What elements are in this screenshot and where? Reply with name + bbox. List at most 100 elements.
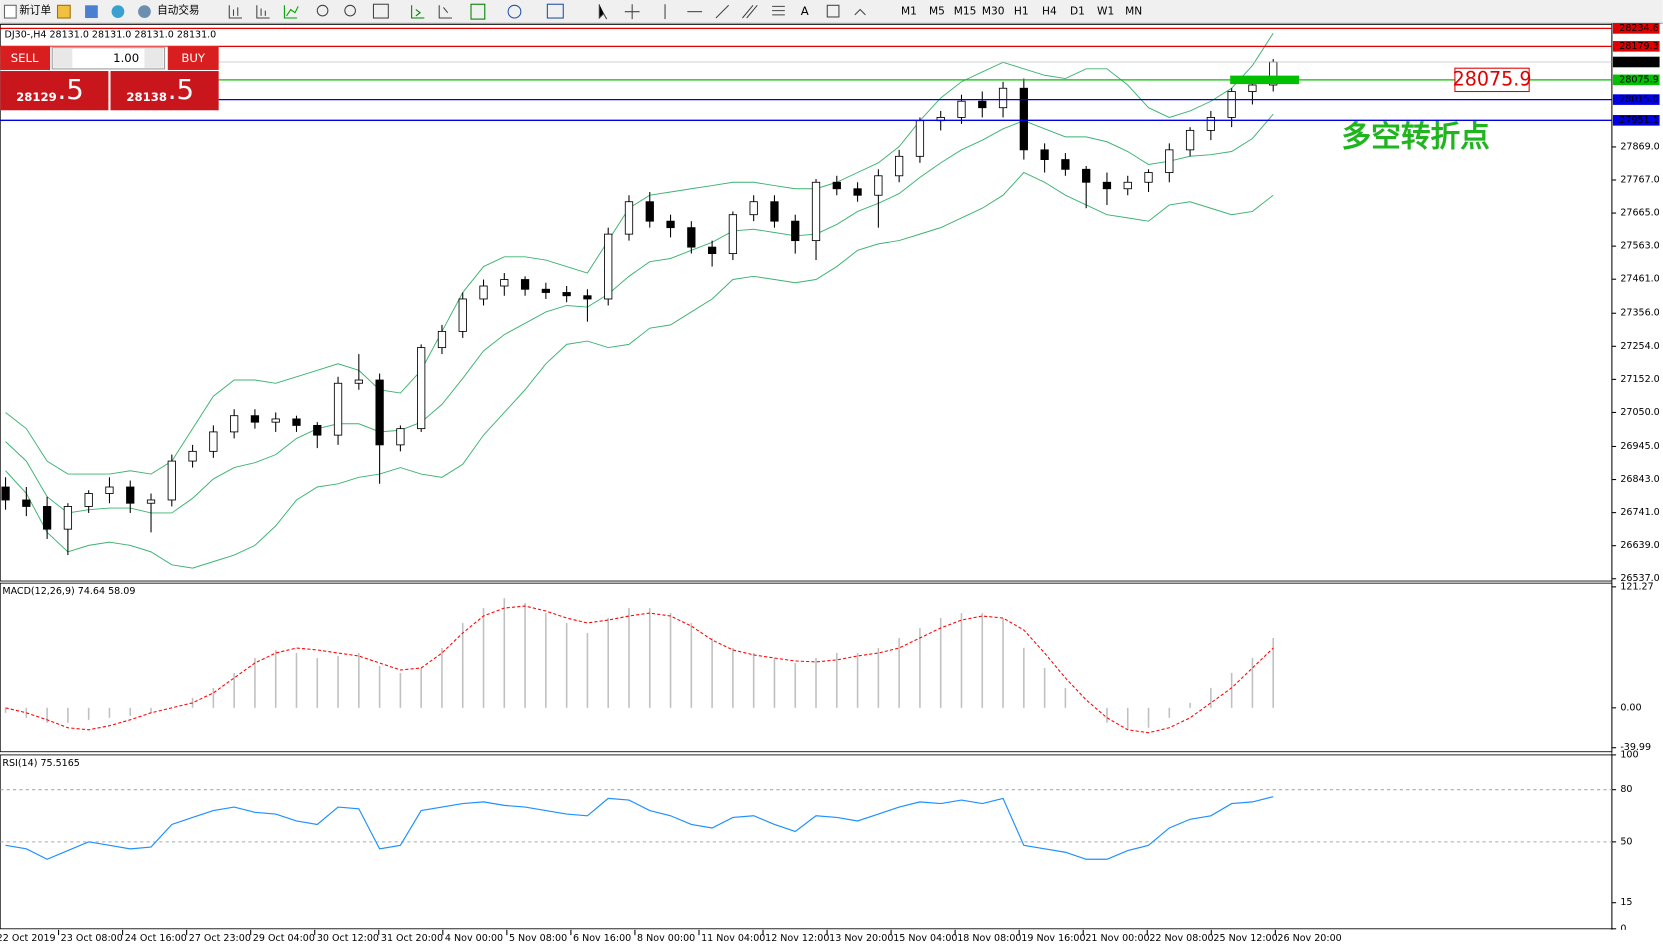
trendline-tool[interactable]: [715, 4, 730, 19]
toolbar: [0, 0, 1663, 24]
cursor-tool[interactable]: [598, 4, 608, 20]
y-tick-label: 26741.0: [1620, 507, 1659, 518]
candle-body: [1206, 117, 1215, 131]
candle-body: [42, 506, 52, 530]
candle-body: [1019, 87, 1028, 151]
candle-body: [728, 214, 738, 255]
candle-body: [63, 506, 73, 530]
icon[interactable]: [56, 4, 71, 19]
x-tick-label: 29 Oct 04:00: [253, 933, 315, 944]
candle-body: [853, 188, 862, 196]
macd-pane: [0, 582, 1613, 753]
ask-box[interactable]: [110, 71, 219, 111]
candle-body: [333, 382, 343, 436]
icon[interactable]: [283, 5, 299, 19]
rsi-title: RSI(14) 75.5165: [2, 758, 80, 769]
bid-box[interactable]: [0, 71, 109, 111]
main-pane: [0, 23, 1613, 582]
timeframe-button[interactable]: H4: [1042, 6, 1057, 18]
icon[interactable]: [438, 5, 452, 19]
buy-label[interactable]: BUY: [181, 51, 206, 65]
x-tick-label: 13 Nov 20:00: [829, 933, 893, 944]
fibo-tool[interactable]: [772, 5, 785, 16]
crosshair-tool[interactable]: [624, 4, 640, 20]
candle-body: [126, 486, 135, 504]
icon[interactable]: [507, 4, 522, 19]
volume-down[interactable]: [53, 48, 73, 68]
y-tick-label: 27767.0: [1620, 174, 1659, 185]
y-tick-label: 27152.0: [1620, 374, 1659, 385]
candle-body: [895, 155, 904, 177]
icon[interactable]: [344, 4, 356, 17]
timeframe-button[interactable]: M1: [901, 6, 917, 18]
icon[interactable]: [316, 4, 329, 17]
y-tick-label: 0.00: [1620, 702, 1641, 713]
candle-body: [1061, 159, 1070, 170]
x-tick-label: 11 Nov 04:00: [701, 933, 765, 944]
icon[interactable]: [85, 5, 98, 19]
candle-body: [666, 220, 675, 229]
bid-price[interactable]: 28129: [16, 90, 57, 104]
timeframe-button[interactable]: H1: [1014, 6, 1029, 18]
timeframe-bar: M1 M5 M15 M30 H1 H4 D1 W1 MN: [901, 6, 1142, 18]
level-marker: [1230, 75, 1300, 85]
new-order-button[interactable]: 新订单: [19, 4, 51, 17]
candle-body: [1227, 91, 1236, 118]
timeframe-button[interactable]: M15: [954, 6, 977, 18]
arrow-tool[interactable]: [854, 8, 866, 16]
volume-value[interactable]: 1.00: [113, 51, 139, 65]
timeframe-button[interactable]: MN: [1125, 6, 1142, 18]
new-order-icon[interactable]: [3, 4, 17, 19]
time-axis-labels: 22 Oct 2019 23 Oct 08:00 24 Oct 16:00 27 Oc…: [0, 929, 1342, 944]
sell-button[interactable]: [0, 46, 51, 70]
time-axis: [0, 929, 1663, 950]
ask-fraction[interactable]: .5: [168, 74, 194, 106]
x-tick-label: 26 Nov 20:00: [1277, 933, 1341, 944]
candle-body: [250, 415, 260, 423]
x-tick-label: 12 Nov 12:00: [765, 933, 829, 944]
label-tool[interactable]: [826, 4, 840, 18]
y-tick-label: 26945.0: [1620, 441, 1659, 452]
icon[interactable]: [411, 5, 425, 19]
candle-body: [1, 486, 10, 501]
price-label-bg: [1612, 74, 1660, 86]
timeframe-button[interactable]: M30: [982, 6, 1005, 18]
x-tick-label: 25 Nov 12:00: [1213, 933, 1277, 944]
buy-button[interactable]: [167, 46, 219, 70]
volume-up[interactable]: [144, 48, 164, 68]
sell-label[interactable]: SELL: [11, 51, 39, 65]
text-tool[interactable]: A: [801, 4, 809, 18]
icon[interactable]: [470, 3, 486, 20]
candle-body: [188, 450, 197, 462]
ask-price[interactable]: 28138: [126, 90, 167, 104]
icon[interactable]: [111, 5, 125, 19]
candle-body: [583, 295, 592, 300]
timeframe-button[interactable]: D1: [1070, 6, 1085, 18]
candle-body: [437, 330, 447, 349]
bid-fraction[interactable]: .5: [58, 74, 84, 106]
price-label-bg: [1612, 41, 1660, 52]
channel-tool[interactable]: [742, 4, 758, 19]
candle-body: [770, 201, 779, 222]
candle-body: [645, 201, 654, 222]
timeframe-button[interactable]: W1: [1097, 6, 1114, 18]
x-tick-label: 22 Nov 08:00: [1149, 933, 1213, 944]
icon[interactable]: [256, 5, 270, 19]
candle-body: [707, 246, 717, 255]
bollinger-band: [5, 113, 1274, 514]
candle-body: [562, 292, 571, 297]
y-tick-label: 27665.0: [1620, 208, 1659, 219]
timeframe-button[interactable]: M5: [929, 6, 945, 18]
x-tick-label: 6 Nov 16:00: [573, 933, 631, 944]
icon[interactable]: [546, 3, 564, 19]
auto-trading-button[interactable]: 自动交易: [157, 4, 199, 17]
icon[interactable]: [228, 5, 242, 19]
y-tick-label: 27563.0: [1620, 241, 1659, 252]
bollinger-band: [5, 32, 1274, 475]
volume-box[interactable]: [51, 47, 166, 70]
icon[interactable]: [372, 3, 389, 19]
auto-trading-icon[interactable]: [138, 5, 151, 19]
price-label-bg: [1612, 115, 1660, 126]
